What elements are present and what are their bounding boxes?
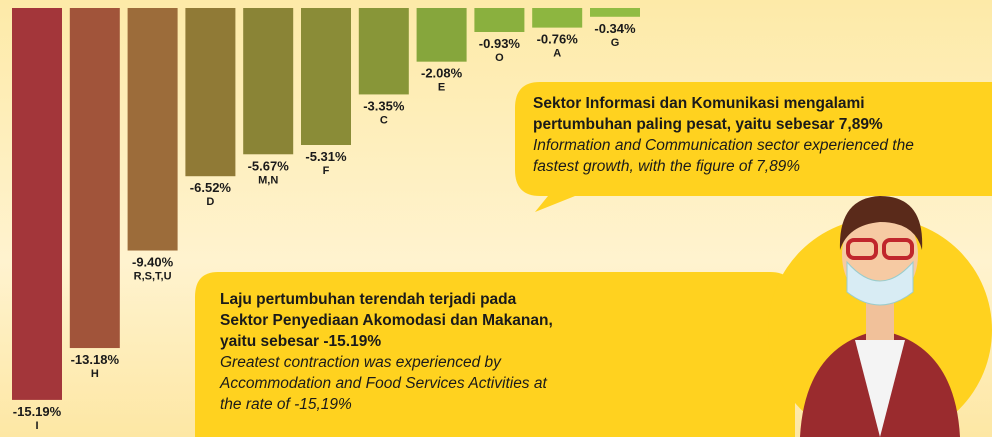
bar (532, 8, 583, 28)
annotation-bold: pertumbuhan paling pesat, yaitu sebesar … (533, 116, 883, 133)
category-label: F (323, 165, 330, 177)
annotation-italic: Greatest contraction was experienced by (220, 354, 502, 371)
value-label: -0.34% (594, 21, 636, 36)
bar (358, 8, 409, 95)
bar (127, 8, 178, 251)
category-label: E (438, 82, 445, 94)
bar (416, 8, 467, 62)
category-label: A (553, 48, 561, 60)
category-label: I (35, 420, 38, 432)
bar (12, 8, 62, 400)
bar (301, 8, 351, 145)
category-label: G (611, 37, 620, 49)
annotation-bold: yaitu sebesar -15.19% (220, 333, 381, 350)
value-label: -0.93% (479, 36, 521, 51)
bar (69, 8, 120, 349)
value-label: -5.31% (305, 149, 347, 164)
value-label: -0.76% (537, 32, 579, 47)
bar (590, 8, 640, 17)
annotation-italic: the rate of -15,19% (220, 396, 352, 413)
category-label: D (206, 196, 214, 208)
category-label: M,N (258, 174, 278, 186)
annotation-italic: Accommodation and Food Services Activiti… (219, 375, 547, 392)
annotation-bold: Sektor Penyediaan Akomodasi dan Makanan, (220, 312, 553, 329)
value-label: -13.18% (71, 352, 120, 367)
value-label: -2.08% (421, 66, 463, 81)
value-label: -6.52% (190, 180, 232, 195)
category-label: H (91, 368, 99, 380)
value-label: -5.67% (248, 158, 290, 173)
bar (474, 8, 525, 32)
category-label: R,S,T,U (134, 271, 172, 283)
annotation-bold: Sektor Informasi dan Komunikasi mengalam… (533, 95, 865, 112)
value-label: -9.40% (132, 255, 174, 270)
value-label: -3.35% (363, 98, 405, 113)
category-label: O (495, 52, 504, 64)
annotation-bold: Laju pertumbuhan terendah terjadi pada (220, 291, 517, 308)
bar (185, 8, 236, 177)
bar (243, 8, 294, 155)
annotation-italic: Information and Communication sector exp… (533, 137, 914, 154)
decoration (195, 82, 992, 437)
value-label: -15.19% (13, 404, 62, 419)
annotation-italic: fastest growth, with the figure of 7,89% (533, 158, 800, 175)
category-label: C (380, 114, 388, 126)
